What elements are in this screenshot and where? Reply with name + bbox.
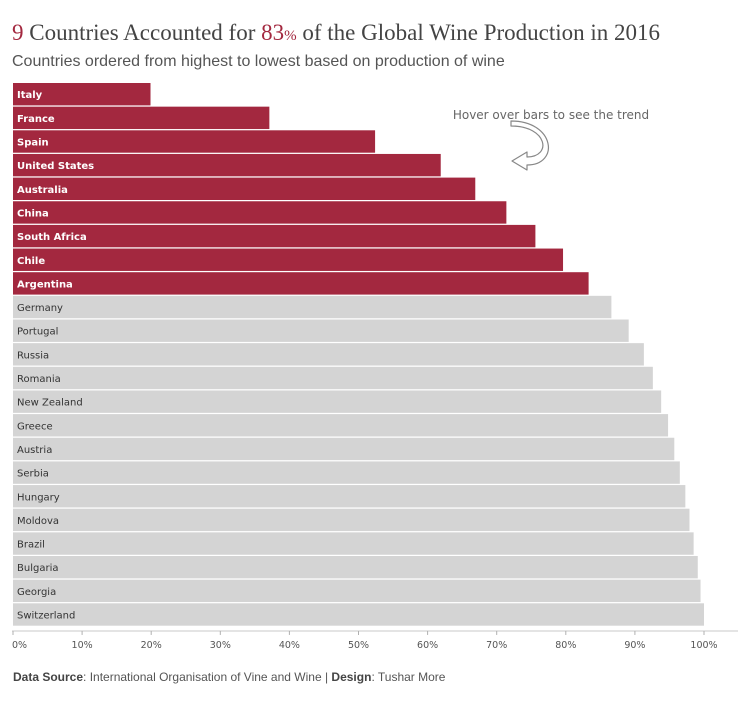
footer: Data Source: International Organisation … [13,670,445,684]
x-tick-label: 80% [555,640,576,651]
source-value: : International Organisation of Vine and… [83,670,332,684]
title-percent: 83 [261,20,285,45]
bar-bulgaria[interactable] [13,556,698,579]
bar-france[interactable] [13,106,270,130]
bar-label: Australia [17,185,68,196]
bar-south-africa[interactable] [13,224,536,248]
bar-new-zealand[interactable] [13,390,662,413]
curved-arrow-icon [510,120,549,171]
design-label: Design [331,670,372,684]
x-tick-label: 70% [486,640,507,651]
bar-italy[interactable] [13,83,151,106]
bar-romania[interactable] [13,366,653,390]
x-tick-label: 30% [210,640,231,651]
bar-united-states[interactable] [13,153,441,177]
bar-label: France [17,114,55,125]
bar-spain[interactable] [13,130,376,153]
bar-greece[interactable] [13,414,669,437]
bar-label: Greece [17,421,53,432]
bar-brazil[interactable] [13,532,694,555]
bar-moldova[interactable] [13,508,690,532]
bar-label: United States [17,161,94,172]
bar-australia[interactable] [13,177,476,200]
bar-chile[interactable] [13,248,564,271]
bar-label: Switzerland [17,611,75,622]
x-tick-label: 40% [279,640,300,651]
bar-label: South Africa [17,232,87,243]
bar-label: Serbia [17,469,49,480]
x-tick-label: 10% [72,640,93,651]
bar-portugal[interactable] [13,319,629,342]
x-tick-label: 0% [12,640,27,651]
title-percent-sign: % [284,28,297,44]
x-tick-label: 60% [417,640,438,651]
x-tick-label: 90% [624,640,645,651]
bar-label: Hungary [17,492,60,503]
bar-label: New Zealand [17,398,83,409]
source-label: Data Source [13,670,84,684]
bar-hungary[interactable] [13,485,686,508]
bar-label: Bulgaria [17,563,58,574]
bar-label: Portugal [17,327,58,338]
bar-serbia[interactable] [13,461,680,484]
x-tick-label: 100% [690,640,717,651]
bar-switzerland[interactable] [13,603,704,626]
bar-china[interactable] [13,201,507,224]
chart-subtitle: Countries ordered from highest to lowest… [12,53,505,70]
bar-label: Chile [17,256,45,267]
bar-label: Russia [17,350,49,361]
bar-label: Austria [17,445,52,456]
bar-label: Georgia [17,587,56,598]
bar-label: Italy [17,90,43,101]
bar-label: Argentina [17,279,73,290]
bar-georgia[interactable] [13,579,701,603]
bar-russia[interactable] [13,343,644,366]
bar-austria[interactable] [13,437,675,461]
bar-label: Spain [17,138,49,149]
chart-title: 9 Countries Accounted for 83% of the Glo… [12,20,660,46]
title-end: of the Global Wine Production in 2016 [296,20,661,45]
x-tick-label: 50% [348,640,369,651]
bar-label: Brazil [17,540,45,551]
title-mid: Countries Accounted for [23,20,262,45]
title-count: 9 [12,20,24,45]
bar-argentina[interactable] [13,272,589,295]
bar-label: Moldova [17,516,59,527]
x-tick-label: 20% [141,640,162,651]
annotation-text: Hover over bars to see the trend [453,108,649,122]
bar-label: Germany [17,303,63,314]
design-value: : Tushar More [371,670,446,684]
bar-germany[interactable] [13,295,612,319]
bar-label: China [17,208,49,219]
bar-label: Romania [17,374,61,385]
